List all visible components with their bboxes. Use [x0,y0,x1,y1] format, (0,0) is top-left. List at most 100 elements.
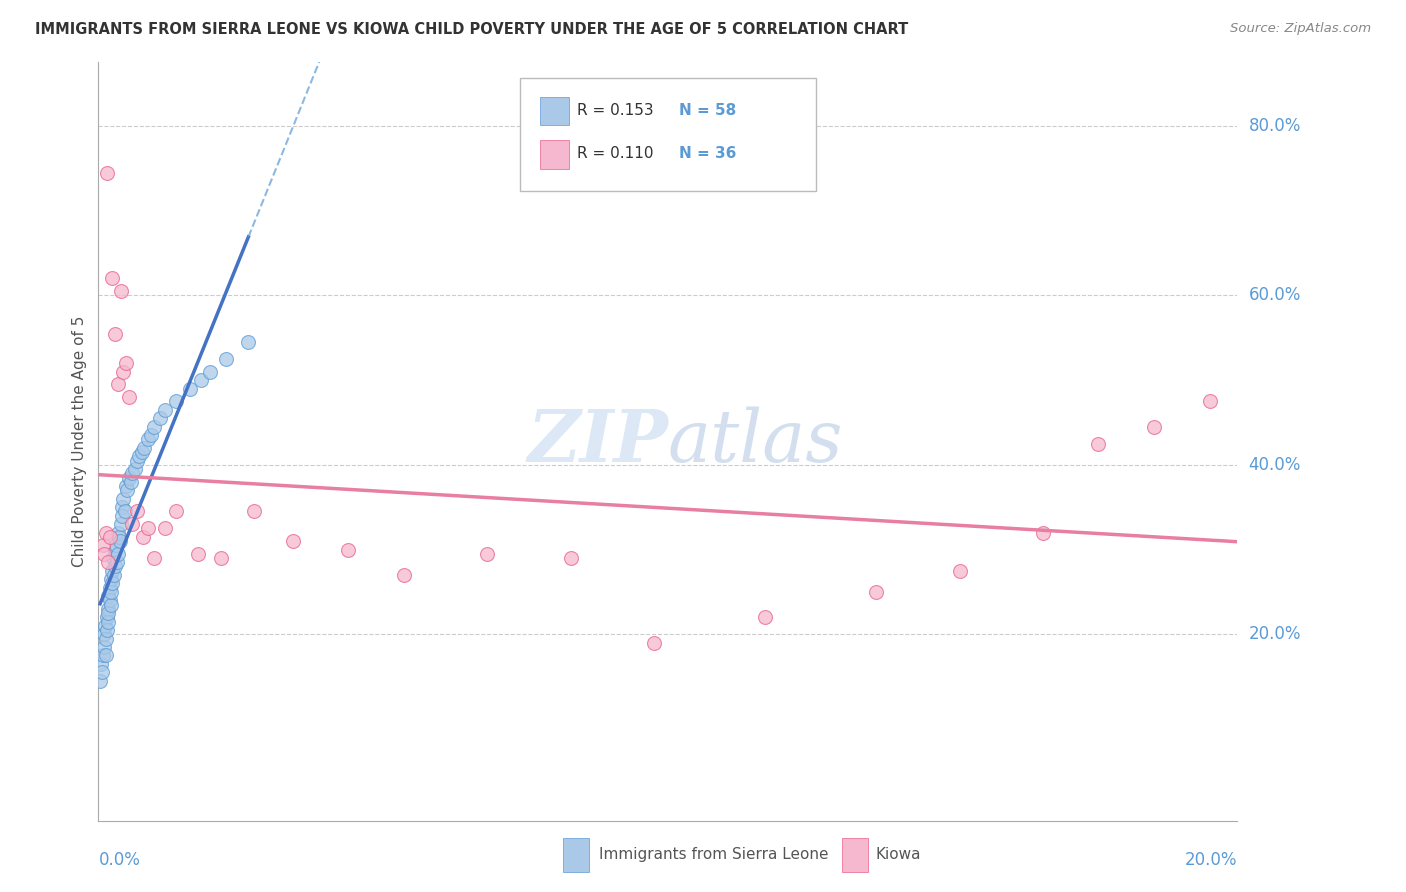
Point [112,365,135,379]
Point [96,623,118,637]
Point [107,547,129,561]
Point [117,483,139,498]
Bar [540,140,569,169]
Point [118,470,141,484]
Text: 60.0%: 60.0% [1249,286,1301,304]
Point [105,538,128,552]
Point [148,411,170,425]
Point [107,525,129,540]
Text: ZIP: ZIP [527,406,668,477]
Point [89,673,111,688]
Text: R = 0.153: R = 0.153 [576,103,654,118]
Point [143,419,166,434]
Y-axis label: Child Poverty Under the Age of 5: Child Poverty Under the Age of 5 [72,316,87,567]
Point [110,284,132,298]
Point [105,555,128,569]
Point [94,525,117,540]
Point [98,530,121,544]
Point [96,610,118,624]
Point [238,334,260,349]
Point [243,504,266,518]
Point [98,581,121,595]
Point [187,547,209,561]
Point [111,500,134,515]
Point [209,551,232,566]
Point [97,602,120,616]
Point [93,640,115,654]
Point [190,373,212,387]
Text: Source: ZipAtlas.com: Source: ZipAtlas.com [1230,22,1371,36]
Text: 20.0%: 20.0% [1249,625,1301,643]
Text: 20.0%: 20.0% [1185,851,1237,869]
Point [165,504,187,518]
Point [97,555,120,569]
Point [138,521,160,535]
Point [560,551,582,566]
Point [120,475,142,489]
Point [94,632,117,646]
Point [91,648,114,663]
Point [93,547,115,561]
Point [281,534,304,549]
Point [107,377,129,392]
Point [127,453,149,467]
Point [104,326,127,341]
Point [103,551,125,566]
Point [108,530,131,544]
Point [94,648,117,663]
Point [215,351,238,366]
Text: N = 58: N = 58 [679,103,737,118]
Text: 40.0%: 40.0% [1249,456,1301,474]
Point [1032,525,1054,540]
Text: 0.0%: 0.0% [98,851,141,869]
Point [115,356,138,370]
Point [104,559,127,574]
Point [153,402,176,417]
Point [112,491,135,506]
Point [1087,436,1109,450]
Text: Immigrants from Sierra Leone: Immigrants from Sierra Leone [599,847,828,862]
Text: atlas: atlas [668,406,844,477]
Point [101,271,124,285]
Point [165,394,187,409]
Point [114,504,136,518]
Point [100,598,122,612]
Point [103,568,125,582]
Point [100,585,122,599]
FancyBboxPatch shape [520,78,815,191]
Point [1198,394,1220,409]
Point [93,627,115,641]
Point [153,521,176,535]
Point [96,165,118,179]
Point [101,576,124,591]
Point [179,382,201,396]
Point [138,433,160,447]
Text: Kiowa: Kiowa [876,847,921,862]
Point [132,441,155,455]
Point [643,636,665,650]
Point [115,479,138,493]
Point [143,551,166,566]
Point [132,530,155,544]
Point [94,619,117,633]
Point [477,547,499,561]
Point [91,665,114,680]
Point [754,610,776,624]
Point [141,428,163,442]
Text: 80.0%: 80.0% [1249,117,1301,135]
Point [198,365,221,379]
Point [1143,419,1166,434]
Point [101,564,124,578]
Point [128,450,150,464]
Point [121,467,143,481]
Point [121,517,143,532]
Text: R = 0.110: R = 0.110 [576,146,654,161]
Point [392,568,415,582]
Point [97,606,120,620]
Point [97,589,120,603]
Point [98,593,121,607]
Point [118,390,141,404]
Point [127,504,149,518]
Text: IMMIGRANTS FROM SIERRA LEONE VS KIOWA CHILD POVERTY UNDER THE AGE OF 5 CORRELATI: IMMIGRANTS FROM SIERRA LEONE VS KIOWA CH… [35,22,908,37]
Point [337,542,360,557]
